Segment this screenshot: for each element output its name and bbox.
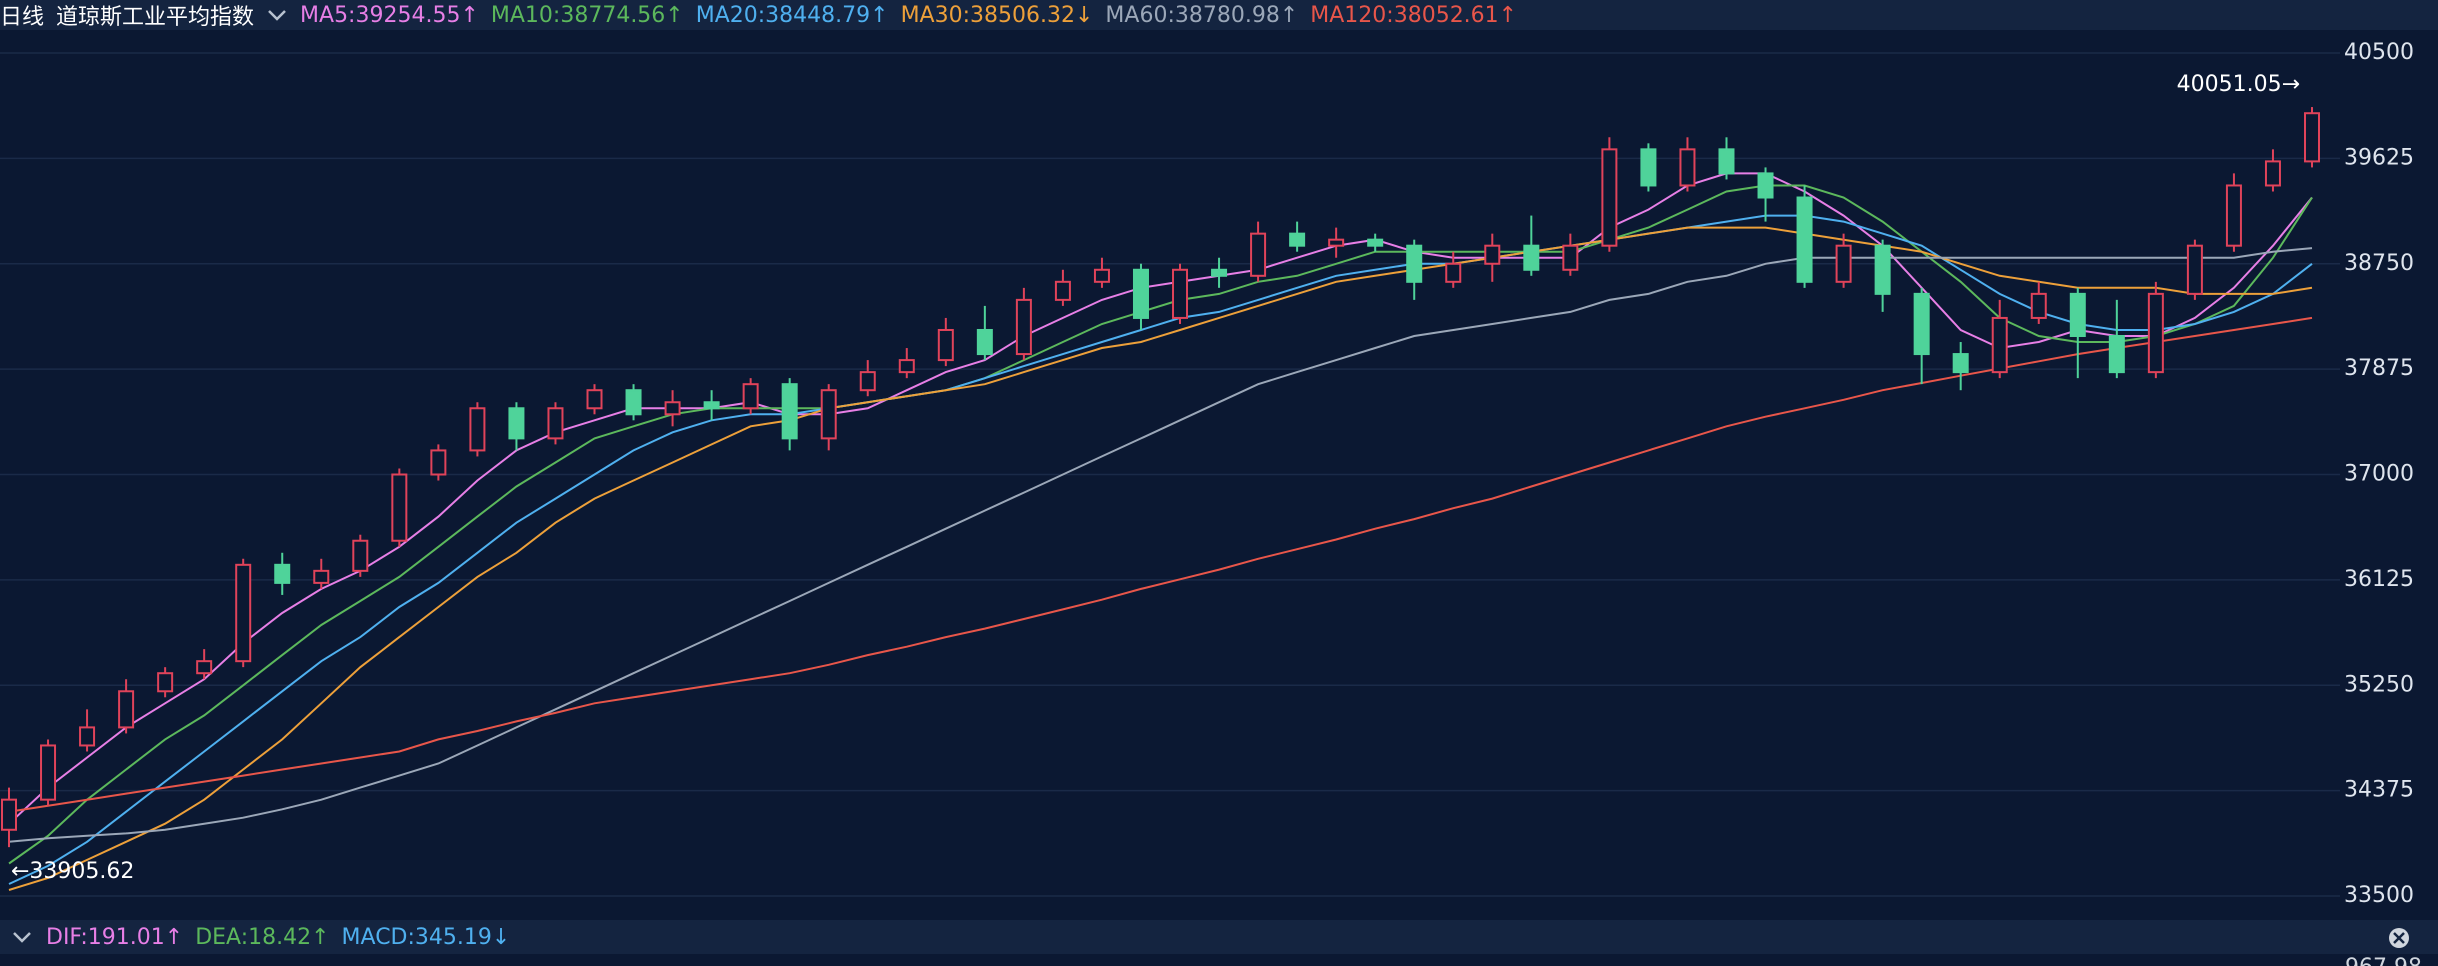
candle-body — [2304, 112, 2320, 163]
candle-body — [664, 401, 681, 416]
legend-entry: MA20:38448.79↑ — [695, 2, 889, 28]
candle-body — [742, 383, 759, 410]
legend-entry: MA5:39254.55↑ — [300, 2, 479, 28]
candle-body — [1913, 292, 1930, 356]
extreme-label: 40051.05→ — [2177, 72, 2300, 97]
y-tick-label: 33500 — [2344, 883, 2414, 908]
indicator-legend: DIF:191.01↑ DEA:18.42↑ MACD:345.19↓ — [46, 925, 522, 950]
y-tick-label: 35250 — [2344, 672, 2414, 697]
dropdown-chevron[interactable] — [266, 5, 288, 25]
candle-body — [1445, 262, 1462, 283]
candle-body — [1172, 268, 1189, 319]
legend-entry: MA120:38052.61↑ — [1310, 2, 1518, 28]
candle-body — [1601, 148, 1618, 247]
candle-body — [2069, 292, 2086, 338]
candle-body — [2264, 160, 2281, 187]
candle-body — [937, 328, 954, 362]
header-bar: 日线 道琼斯工业平均指数 MA5:39254.55↑ MA10:38774.56↑… — [0, 0, 2438, 30]
candle-body — [2030, 292, 2047, 319]
candle-body — [1523, 244, 1540, 271]
legend-entry: MA10:38774.56↑ — [490, 2, 684, 28]
candle-body — [235, 563, 252, 663]
labels: 33500 34375 35250 36125 37000 37875 38750 39625… — [11, 40, 2414, 908]
indicator-entry: DEA:18.42↑ — [195, 924, 330, 950]
candle-body — [352, 539, 369, 572]
candle-body — [1562, 244, 1579, 271]
extreme-label: ←33905.62 — [11, 859, 134, 884]
legend-entry: MA30:38506.32↓ — [900, 2, 1094, 28]
ma-line — [8, 247, 2313, 843]
candle-body — [391, 473, 408, 542]
candle-body — [313, 569, 330, 584]
candle-body — [196, 660, 213, 675]
instrument-title[interactable]: 道琼斯工业平均指数 — [56, 5, 255, 30]
candle-body — [157, 672, 174, 693]
candle-body — [1250, 232, 1267, 277]
period[interactable]: 日线 — [0, 5, 45, 30]
candle-body — [703, 401, 720, 410]
candle-body — [859, 371, 876, 392]
ma-line — [8, 316, 2313, 813]
candle-body — [781, 383, 798, 440]
candle-body — [274, 563, 291, 584]
candle-body — [1093, 268, 1110, 283]
legend: MA5:39254.55↑ MA10:38774.56↑ MA20:38448.79… — [300, 3, 1529, 28]
candle-body — [2147, 292, 2164, 374]
y-tick-label: 37000 — [2344, 462, 2414, 487]
y-tick-label: 39625 — [2344, 145, 2414, 170]
candle-body — [586, 389, 603, 410]
candle-body — [1289, 232, 1306, 247]
collapse-chevron[interactable] — [8, 927, 38, 947]
candle-body — [1952, 353, 1969, 374]
candle-body — [1132, 268, 1149, 319]
candle-body — [1757, 172, 1774, 199]
candle-body — [508, 407, 525, 440]
candle-body — [1796, 196, 1813, 283]
legend-entry: MA60:38780.98↑ — [1105, 2, 1299, 28]
candle-body — [118, 690, 135, 729]
candle-body — [820, 389, 837, 440]
candle-body — [1484, 244, 1501, 265]
ma-line — [8, 214, 2313, 885]
candle-body — [1835, 244, 1852, 283]
candle-body — [976, 328, 993, 356]
candle-body — [2225, 184, 2242, 247]
candle-body — [1640, 148, 1657, 187]
candle-body — [1406, 244, 1423, 283]
y-tick-label: 38750 — [2344, 251, 2414, 276]
candle-body — [898, 359, 915, 374]
candle-body — [1211, 268, 1228, 277]
candle-body — [1991, 316, 2008, 374]
candle-body — [40, 744, 57, 801]
y-tick-label: 34375 — [2344, 778, 2414, 803]
candle-body — [2186, 244, 2203, 295]
candle-body — [1, 798, 17, 831]
candle-body — [1015, 298, 1032, 356]
candle-body — [625, 389, 642, 416]
y-tick-label: 36125 — [2344, 567, 2414, 592]
indicator-entry: MACD:345.19↓ — [341, 924, 511, 950]
indicator-entry: DIF:191.01↑ — [46, 924, 184, 950]
indicator-bar: DIF:191.01↑ DEA:18.42↑ MACD:345.19↓ — [0, 920, 2438, 954]
candles — [1, 107, 2320, 848]
ma-line — [8, 226, 2313, 891]
candle-body — [469, 407, 486, 452]
y-tick-label: 40500 — [2344, 40, 2414, 65]
candle-body — [1367, 238, 1384, 247]
candle-body — [547, 407, 564, 440]
candle-body — [1874, 244, 1891, 295]
candle-body — [1679, 148, 1696, 187]
candle-body — [1054, 280, 1071, 301]
y-tick-label: 37875 — [2344, 356, 2414, 381]
candle-body — [1718, 148, 1735, 175]
candle-body — [430, 449, 447, 476]
candle-body — [1328, 238, 1345, 247]
candle-body — [79, 726, 96, 747]
candle-body — [2108, 335, 2125, 374]
